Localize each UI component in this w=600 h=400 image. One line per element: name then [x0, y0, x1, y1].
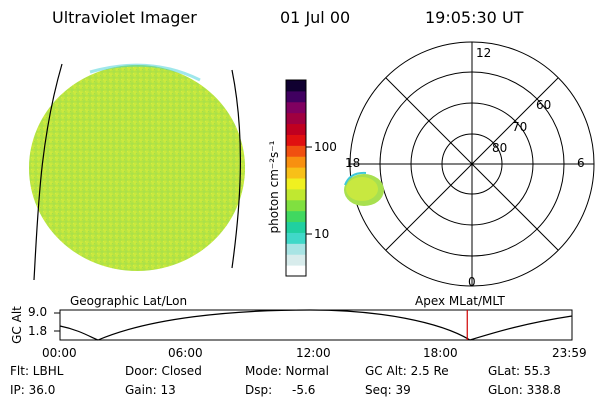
- colorbar-segment: [286, 112, 306, 125]
- lat-label-80: 80: [492, 141, 508, 155]
- timeline-ytick-1.8: 1.8: [28, 324, 48, 338]
- mlt-label-0: 0: [468, 275, 476, 289]
- altitude-curve: [59, 309, 573, 341]
- colorbar-label-100: 100: [314, 140, 337, 154]
- geo-meridian-right: [231, 69, 241, 269]
- dsp-value: -5.6: [292, 383, 316, 397]
- mlt-label-6: 6: [577, 156, 585, 170]
- glat-label: GLat: 55.3: [488, 364, 551, 378]
- time-label: 19:05:30 UT: [425, 8, 524, 27]
- timeline-ylabel: GC Alt: [10, 306, 24, 344]
- gc-alt-label: GC Alt: 2.5 Re: [365, 364, 449, 378]
- filter-label: Flt: LBHL: [10, 364, 64, 378]
- timeline-right-caption: Apex MLat/MLT: [415, 294, 505, 308]
- colorbar-segment: [286, 80, 306, 92]
- timeline-xtick-2359: 23:59: [552, 346, 587, 360]
- colorbar-segment: [286, 90, 306, 103]
- timeline-left-caption: Geographic Lat/Lon: [70, 294, 188, 308]
- lat-label-60: 60: [536, 98, 552, 112]
- colorbar-segment: [286, 167, 306, 179]
- door-label: Door: Closed: [125, 364, 202, 378]
- mode-label: Mode: Normal: [245, 364, 329, 378]
- timeline-xtick-1800: 18:00: [423, 346, 458, 360]
- seq-label: Seq: 39: [365, 383, 411, 397]
- earth-image: [29, 63, 245, 281]
- lat-label-70: 70: [512, 120, 528, 134]
- mlt-label-18: 18: [345, 156, 361, 170]
- ip-label: IP: 36.0: [10, 383, 56, 397]
- colorbar-segment: [286, 254, 306, 266]
- colorbar-segment: [286, 199, 306, 212]
- mlt-label-12: 12: [476, 46, 492, 60]
- colorbar-unit-label: photon cm⁻²s⁻¹: [267, 140, 281, 234]
- timeline-ytick-9: 9.0: [28, 305, 48, 319]
- app-title: Ultraviolet Imager: [52, 8, 197, 27]
- gain-label: Gain: 13: [125, 383, 176, 397]
- auroral-patch: [344, 171, 384, 206]
- colorbar-segment: [286, 188, 306, 201]
- timeline-xtick-0600: 06:00: [168, 346, 203, 360]
- colorbar-segment: [286, 265, 306, 277]
- colorbar-segment: [286, 243, 306, 255]
- colorbar-segment: [286, 221, 306, 233]
- timeline-xtick-1200: 12:00: [296, 346, 331, 360]
- colorbar-border: [285, 79, 307, 277]
- colorbar-segment: [286, 232, 306, 244]
- altitude-timeline: [54, 309, 573, 341]
- timeline-xtick-0000: 00:00: [42, 346, 77, 360]
- colorbar-segment: [286, 134, 306, 146]
- colorbar-segment: [286, 156, 306, 168]
- geo-meridian-left: [33, 63, 63, 281]
- colorbar-segment: [286, 210, 306, 223]
- dsp-label: Dsp:: [245, 383, 273, 397]
- colorbar-segment: [286, 145, 306, 157]
- colorbar-label-10: 10: [314, 227, 330, 241]
- polar-plot: [349, 41, 595, 287]
- color-bar: [285, 79, 307, 277]
- colorbar-segment: [286, 178, 306, 190]
- date-label: 01 Jul 00: [280, 8, 351, 27]
- glon-label: GLon: 338.8: [488, 383, 561, 397]
- colorbar-segment: [286, 123, 306, 135]
- colorbar-segment: [286, 101, 306, 114]
